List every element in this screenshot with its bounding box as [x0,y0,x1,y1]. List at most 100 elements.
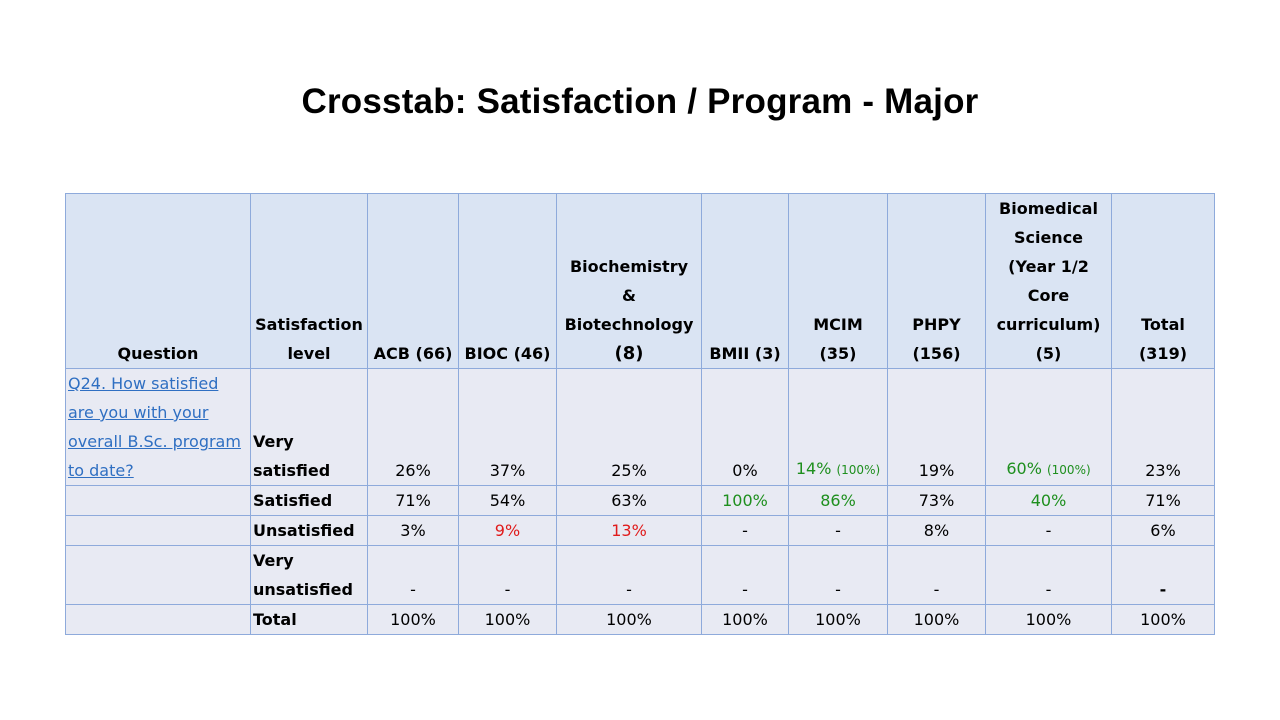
cell-biochem: - [556,545,702,605]
question-link[interactable]: Q24. How satisfied are you with your ove… [68,374,241,480]
column-header-biochem-line3: Biotechnology [564,315,694,334]
column-header-biomed-line5: curriculum) [996,315,1101,334]
table-row-unsatisfied: Unsatisfied 3% 9% 13% - - 8% - 6% [65,515,1215,546]
cell-biochem: 63% [556,485,702,516]
column-header-total-line1: Total [1141,315,1185,334]
cell-biochem: 25% [556,368,702,486]
cell-phpy: 19% [887,368,986,486]
column-header-phpy-line1: PHPY [912,315,961,334]
cell-total: - [1111,545,1215,605]
cell-mcim-value: 14% [795,459,832,478]
column-header-phpy: PHPY (156) [887,193,986,369]
cell-bioc: 54% [458,485,557,516]
cell-acb: 100% [367,604,459,635]
column-header-biomed-line1: Biomedical [999,199,1098,218]
level-cell: Very unsatisfied [250,545,368,605]
level-cell: Satisfied [250,485,368,516]
level-label-line1: Very [253,432,294,451]
column-header-mcim: MCIM (35) [788,193,888,369]
cell-mcim: 100% [788,604,888,635]
level-label-line2: satisfied [253,461,331,480]
column-header-acb-label: ACB (66) [373,344,453,363]
cell-bmii: 100% [701,604,789,635]
cell-bmii: - [701,515,789,546]
cell-total: 100% [1111,604,1215,635]
question-cell-empty [65,515,251,546]
cell-phpy: 73% [887,485,986,516]
cell-biomed: - [985,545,1112,605]
column-header-biochem-line4: (8) [614,343,644,364]
cell-mcim: 86% [788,485,888,516]
column-header-biomed-line4: Core [1027,286,1070,305]
column-header-biomed-line6: (5) [1035,344,1062,363]
column-header-total: Total (319) [1111,193,1215,369]
column-header-bioc-label: BIOC (46) [464,344,551,363]
column-header-level-line1: Satisfaction [255,315,363,334]
column-header-total-line2: (319) [1138,344,1188,363]
question-cell-empty [65,485,251,516]
column-header-biomed: Biomedical Science (Year 1/2 Core curric… [985,193,1112,369]
cell-bmii: - [701,545,789,605]
level-cell: Very satisfied [250,368,368,486]
question-cell-empty [65,604,251,635]
column-header-bmii-label: BMII (3) [709,344,781,363]
slide-title: Crosstab: Satisfaction / Program - Major [301,82,979,121]
table-row-very-unsatisfied: Very unsatisfied - - - - - - - - [65,545,1215,605]
cell-bmii: 0% [701,368,789,486]
cell-acb: 71% [367,485,459,516]
cell-acb: 3% [367,515,459,546]
cell-mcim: - [788,545,888,605]
column-header-biochem-line1: Biochemistry [569,257,689,276]
column-header-biochem-line2: & [622,286,636,305]
cell-biochem: 100% [556,604,702,635]
cell-bioc: 9% [458,515,557,546]
cell-biochem: 13% [556,515,702,546]
crosstab-table: Question Satisfaction level ACB (66) BIO… [65,193,1215,635]
header-row: Question Satisfaction level ACB (66) BIO… [65,193,1215,369]
level-label-line1: Very [253,551,294,570]
cell-bioc: 37% [458,368,557,486]
question-cell-empty [65,545,251,605]
cell-mcim: 14% (100%) [788,368,888,486]
cell-phpy: 8% [887,515,986,546]
column-header-level-line2: level [287,344,331,363]
cell-bmii: 100% [701,485,789,516]
cell-biomed: 40% [985,485,1112,516]
table-row-satisfied: Satisfied 71% 54% 63% 100% 86% 73% 40% 7… [65,485,1215,516]
cell-bioc: - [458,545,557,605]
cell-phpy: - [887,545,986,605]
level-cell: Total [250,604,368,635]
column-header-level: Satisfaction level [250,193,368,369]
cell-phpy: 100% [887,604,986,635]
column-header-phpy-line2: (156) [912,344,961,363]
cell-biomed-value: 60% [1006,459,1042,478]
level-label-line2: unsatisfied [253,580,353,599]
column-header-mcim-line2: (35) [819,344,857,363]
table-row-total: Total 100% 100% 100% 100% 100% 100% 100%… [65,604,1215,635]
column-header-question: Question [65,193,251,369]
column-header-mcim-line1: MCIM [813,315,863,334]
column-header-bmii: BMII (3) [701,193,789,369]
column-header-biomed-line3: (Year 1/2 [1008,257,1089,276]
cell-biomed-note: (100%) [1046,463,1091,477]
column-header-biochem: Biochemistry & Biotechnology (8) [556,193,702,369]
cell-acb: - [367,545,459,605]
column-header-bioc: BIOC (46) [458,193,557,369]
table-row-very-satisfied: Q24. How satisfied are you with your ove… [65,368,1215,486]
question-cell: Q24. How satisfied are you with your ove… [65,368,251,486]
cell-mcim-note: (100%) [836,463,881,477]
level-cell: Unsatisfied [250,515,368,546]
column-header-biomed-line2: Science [1013,228,1084,247]
column-header-acb: ACB (66) [367,193,459,369]
cell-bioc: 100% [458,604,557,635]
cell-total: 23% [1111,368,1215,486]
cell-biomed: 60% (100%) [985,368,1112,486]
cell-biomed: - [985,515,1112,546]
cell-biomed: 100% [985,604,1112,635]
column-header-question-label: Question [117,344,199,363]
cell-total: 71% [1111,485,1215,516]
cell-acb: 26% [367,368,459,486]
cell-total: 6% [1111,515,1215,546]
cell-mcim: - [788,515,888,546]
